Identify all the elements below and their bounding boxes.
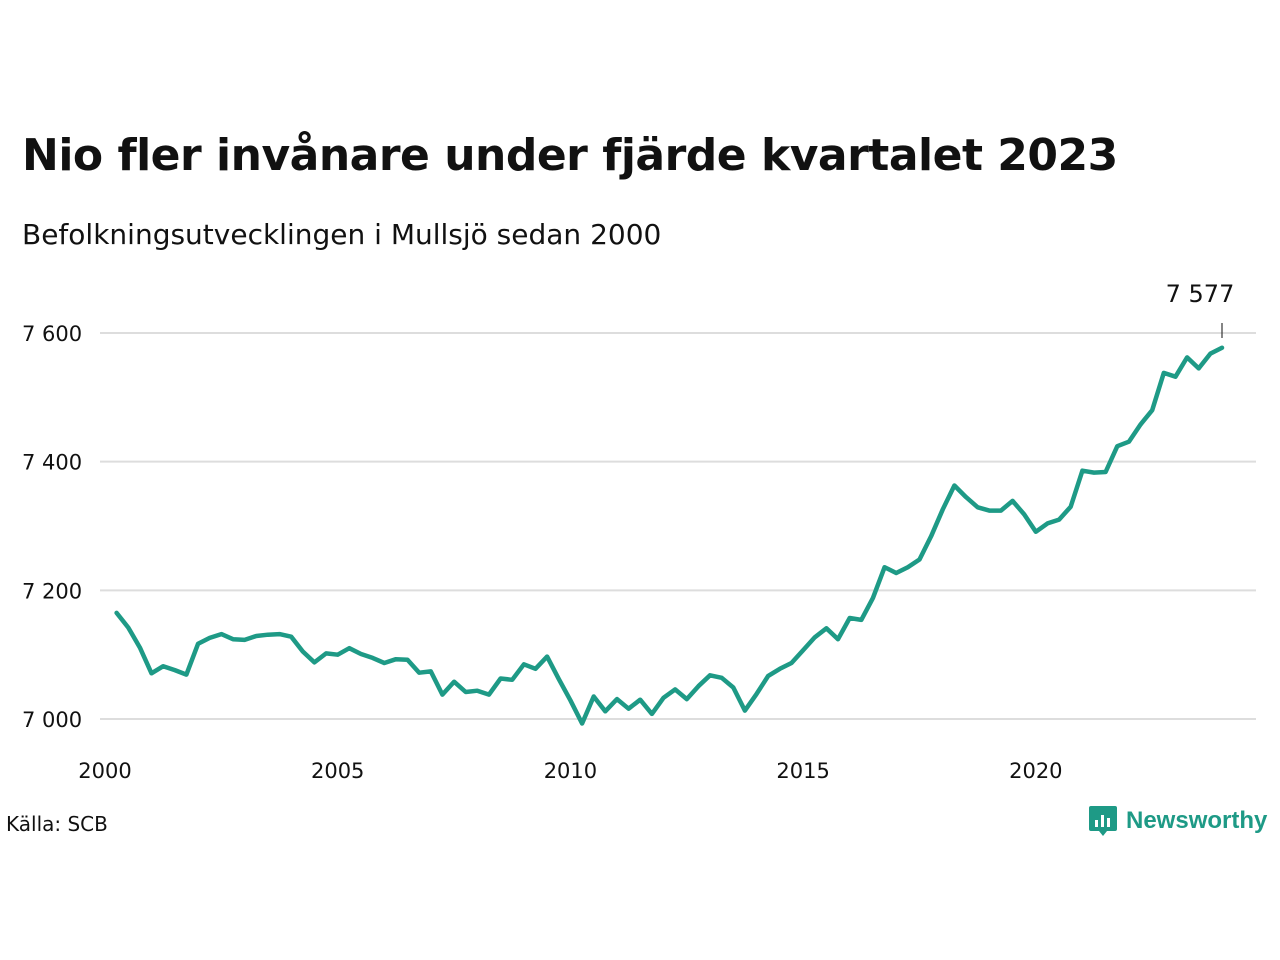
y-tick-label: 7 600 (22, 322, 82, 346)
x-tick-label: 2000 (78, 759, 131, 783)
y-tick-label: 7 200 (22, 579, 82, 603)
x-axis-ticks: 2000 2005 2010 2015 2020 (78, 759, 1062, 783)
brand-logo: Newsworthy (1088, 804, 1267, 838)
last-value-label: 7 577 (1166, 280, 1235, 308)
source-note: Källa: SCB (6, 812, 108, 836)
chart-title: Nio fler invånare under fjärde kvartalet… (22, 130, 1118, 181)
gridlines (100, 332, 1256, 720)
x-tick-label: 2005 (311, 759, 364, 783)
chart-subtitle: Befolkningsutvecklingen i Mullsjö sedan … (22, 218, 662, 251)
y-tick-label: 7 400 (22, 451, 82, 475)
brand-name: Newsworthy (1126, 807, 1268, 834)
y-axis-ticks: 7 000 7 200 7 400 7 600 (22, 322, 82, 732)
x-tick-label: 2020 (1009, 759, 1062, 783)
y-tick-label: 7 000 (22, 708, 82, 732)
x-tick-label: 2010 (544, 759, 597, 783)
x-tick-label: 2015 (776, 759, 829, 783)
newsworthy-logo-icon (1089, 806, 1117, 836)
series-line (114, 345, 1225, 726)
